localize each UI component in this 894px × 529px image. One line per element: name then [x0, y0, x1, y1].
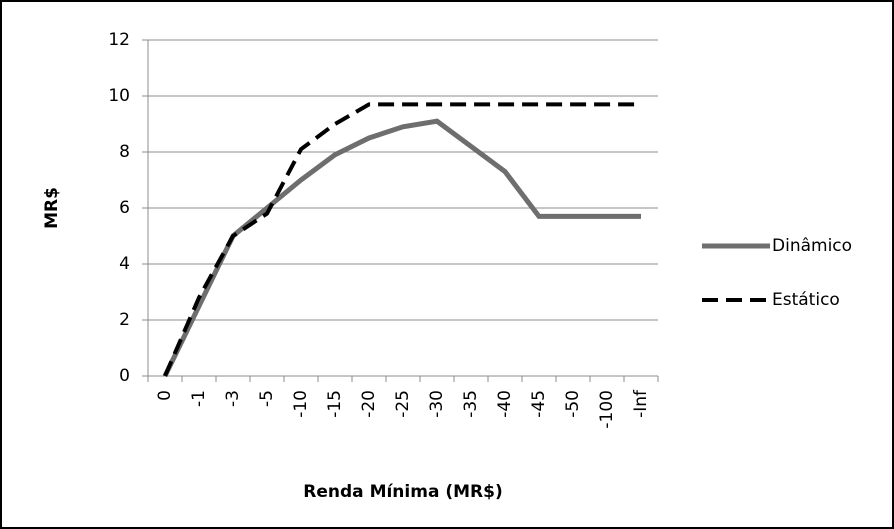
x-tick-label: -Inf: [631, 389, 651, 418]
x-tick-label: -10: [291, 390, 311, 418]
x-tick-label: -100: [597, 390, 617, 429]
x-tick-label: -5: [257, 390, 277, 407]
y-tick-label: 12: [108, 30, 130, 50]
x-tick-label: -40: [495, 390, 515, 418]
x-tick-label: -45: [529, 390, 549, 418]
x-tick-label: -20: [359, 390, 379, 418]
legend-label: Dinâmico: [772, 236, 852, 256]
y-tick-label: 4: [119, 254, 130, 274]
x-tick-label: -25: [393, 390, 413, 418]
x-tick-label: -30: [427, 390, 447, 418]
x-tick-label: -3: [223, 390, 243, 407]
y-axis-label: MR$: [42, 187, 62, 229]
x-tick-label: -50: [563, 390, 583, 418]
x-axis-label: Renda Mínima (MR$): [303, 482, 502, 502]
legend-label: Estático: [772, 290, 840, 310]
x-tick-label: -1: [189, 390, 209, 407]
y-tick-label: 2: [119, 310, 130, 330]
y-tick-label: 0: [119, 366, 130, 386]
y-tick-label: 10: [108, 86, 130, 106]
series-line: [163, 102, 641, 377]
x-tick-label: -35: [461, 390, 481, 418]
y-tick-label: 8: [119, 142, 130, 162]
x-tick-label: 0: [155, 390, 175, 401]
y-tick-label: 6: [119, 198, 130, 218]
x-tick-label: -15: [325, 390, 345, 418]
